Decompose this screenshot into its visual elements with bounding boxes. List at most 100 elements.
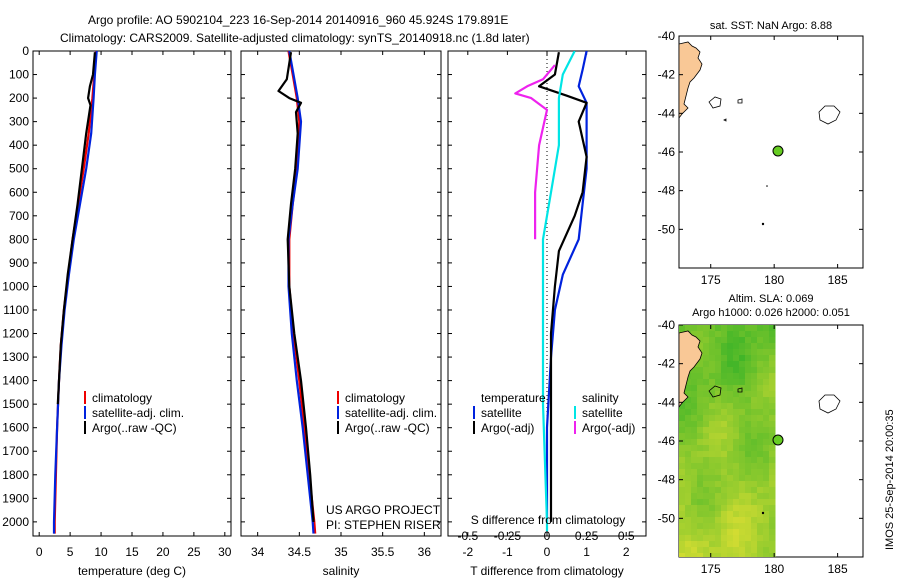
sla-cell: [709, 349, 716, 356]
sla-cell: [715, 529, 722, 536]
sla-cell: [751, 463, 758, 470]
sla-cell: [733, 421, 740, 428]
sla-cell: [763, 385, 770, 392]
sla-cell: [745, 337, 752, 344]
sla-cell: [721, 541, 728, 548]
sla-cell: [685, 541, 692, 548]
sla-cell: [721, 451, 728, 458]
sla-cell: [679, 403, 686, 410]
sla-cell: [751, 325, 758, 332]
sla-cell: [703, 391, 710, 398]
sla-cell: [709, 493, 716, 500]
sla-cell: [757, 325, 764, 332]
sla-cell: [769, 541, 776, 548]
sla-cell: [739, 349, 746, 356]
sla-cell: [703, 463, 710, 470]
sla-cell: [727, 511, 734, 518]
sla-cell: [739, 355, 746, 362]
sla-cell: [751, 439, 758, 446]
sla-cell: [763, 481, 770, 488]
sla-cell: [763, 415, 770, 422]
sla-cell: [715, 409, 722, 416]
sla-cell: [709, 535, 716, 542]
sla-cell: [757, 505, 764, 512]
sla-cell: [685, 481, 692, 488]
sla-cell: [751, 373, 758, 380]
float-marker-icon: [772, 145, 784, 157]
sla-cell: [763, 493, 770, 500]
sla-cell: [709, 475, 716, 482]
sla-cell: [733, 475, 740, 482]
sla-cell: [739, 379, 746, 386]
sla-cell: [757, 541, 764, 548]
sla-cell: [751, 535, 758, 542]
sla-cell: [739, 523, 746, 530]
sla-cell: [751, 367, 758, 374]
sla-cell: [757, 511, 764, 518]
sla-cell: [733, 445, 740, 452]
sla-cell: [685, 523, 692, 530]
sst-map-content: [679, 41, 841, 226]
sla-cell: [715, 337, 722, 344]
sla-cell: [739, 517, 746, 524]
sla-cell: [733, 511, 740, 518]
sla-cell: [763, 325, 770, 332]
sla-cell: [763, 367, 770, 374]
sla-cell: [739, 343, 746, 350]
sla-cell: [757, 529, 764, 536]
sla-cell: [727, 427, 734, 434]
sla-cell: [685, 553, 692, 557]
sla-cell: [751, 523, 758, 530]
sla-cell: [703, 487, 710, 494]
sla-cell: [721, 445, 728, 452]
sla-cell: [763, 547, 770, 554]
sla-cell: [679, 481, 686, 488]
sla-cell: [721, 367, 728, 374]
sla-cell: [769, 367, 776, 374]
sla-cell: [715, 493, 722, 500]
sla-cell: [685, 403, 692, 410]
sla-cell: [697, 547, 704, 554]
x-tick-label: 35: [334, 545, 348, 559]
y-tick-label: 0: [22, 44, 29, 58]
temperature-legend: climatology satellite-adj. clim. Argo(..…: [84, 391, 184, 435]
sla-cell: [691, 499, 698, 506]
sla-cell: [709, 529, 716, 536]
sla-cell: [709, 415, 716, 422]
sla-cell: [739, 445, 746, 452]
sla-cell: [769, 505, 776, 512]
sla-cell: [679, 433, 686, 440]
sla-cell: [733, 343, 740, 350]
sla-cell: [745, 421, 752, 428]
sla-cell: [745, 331, 752, 338]
sla-cell: [727, 535, 734, 542]
sla-cell: [715, 463, 722, 470]
sla-cell: [715, 391, 722, 398]
sla-cell: [703, 355, 710, 362]
sla-cell: [727, 541, 734, 548]
sla-cell: [697, 553, 704, 557]
sla-cell: [733, 373, 740, 380]
sla-cell: [715, 349, 722, 356]
sla-cell: [751, 337, 758, 344]
x-tick-label: 20: [156, 545, 170, 559]
sla-cell: [685, 535, 692, 542]
sla-cell: [727, 343, 734, 350]
sla-cell: [697, 523, 704, 530]
sla-cell: [697, 535, 704, 542]
sla-cell: [769, 349, 776, 356]
sla-cell: [715, 553, 722, 557]
sla-cell: [757, 355, 764, 362]
sla-cell: [727, 517, 734, 524]
sla-cell: [745, 517, 752, 524]
sla-cell: [769, 463, 776, 470]
sla-cell: [709, 331, 716, 338]
sla-cell: [709, 439, 716, 446]
sla-cell: [727, 403, 734, 410]
sla-cell: [751, 433, 758, 440]
sla-cell: [763, 541, 770, 548]
sla-cell: [703, 553, 710, 557]
sla-cell: [691, 451, 698, 458]
sla-cell: [703, 511, 710, 518]
sla-cell: [721, 463, 728, 470]
